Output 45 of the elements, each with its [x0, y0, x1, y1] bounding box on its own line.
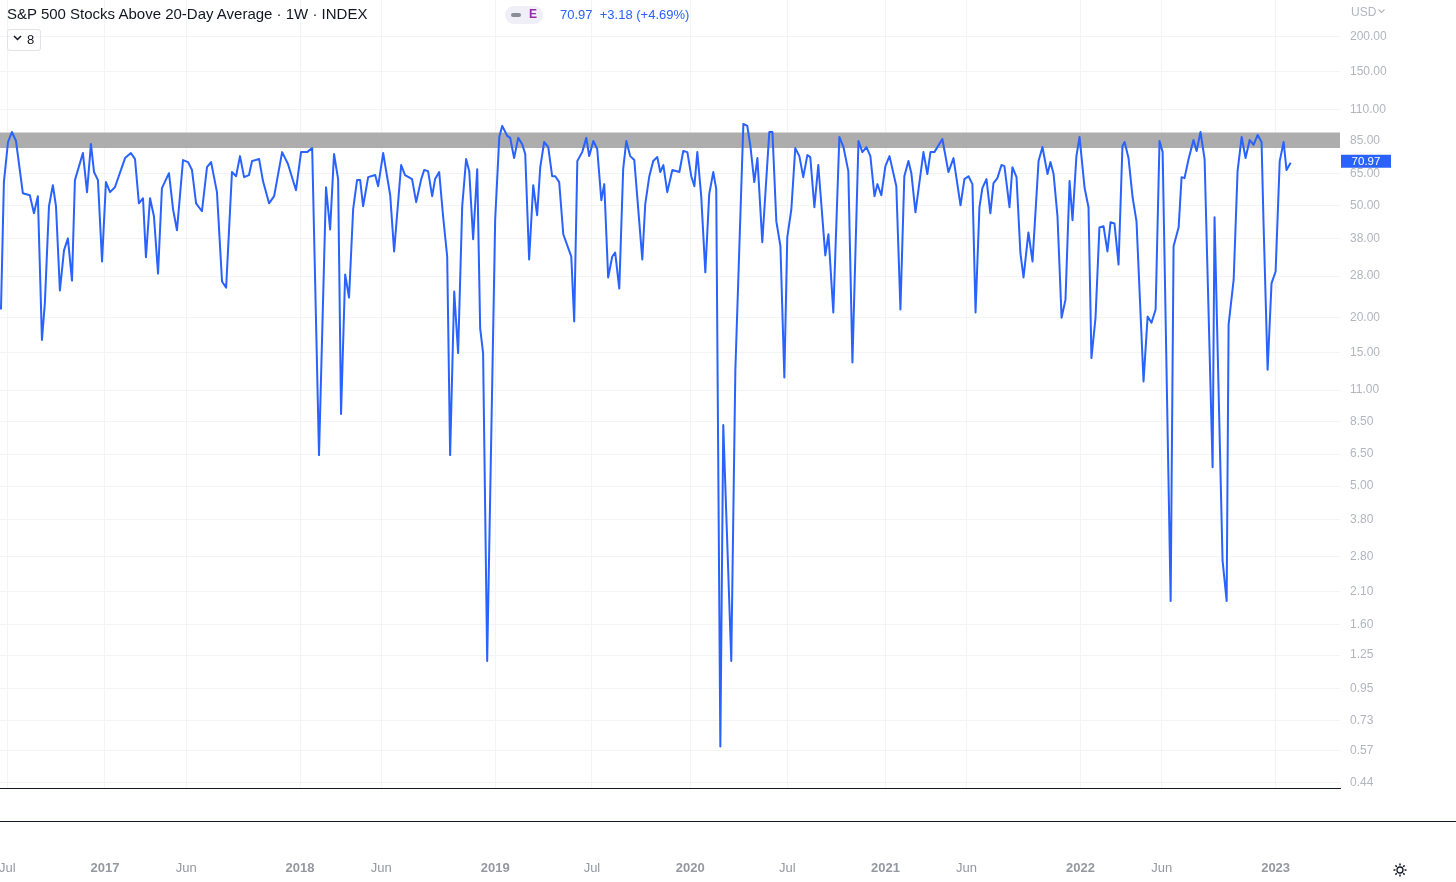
- y-tick-label: 0.57: [1350, 743, 1374, 758]
- y-tick-label: 0.44: [1350, 774, 1374, 789]
- text: 70.97: [1351, 155, 1381, 168]
- x-tick-label: 2018: [285, 860, 315, 876]
- x-tick-label: Jul: [778, 860, 796, 876]
- y-tick-label: 1.60: [1350, 617, 1374, 632]
- y-tick-label: 150.00: [1350, 63, 1388, 78]
- dropdown: 8: [7, 29, 41, 51]
- y-tick-label: 200.00: [1350, 28, 1388, 43]
- y-axis-title: USD: [1351, 5, 1377, 19]
- x-tick-label: 2020: [675, 860, 705, 876]
- x-tick-label: Jul: [583, 860, 601, 876]
- y-tick-label: 6.50: [1350, 446, 1374, 461]
- x-tick-label: 2023: [1261, 860, 1291, 876]
- y-tick-label: 50.00: [1350, 197, 1381, 212]
- x-tick-label: Jun: [175, 860, 197, 876]
- x-tick-label: Jun: [370, 860, 392, 876]
- y-tick-label: 38.00: [1350, 231, 1381, 246]
- event-badge: E: [505, 6, 543, 24]
- text: 70.97 +3.18 (+4.69%): [560, 7, 690, 22]
- x-tick-label: Jul: [0, 860, 16, 876]
- y-tick-label: 1.25: [1350, 647, 1374, 662]
- y-tick-label: 2.80: [1350, 549, 1374, 564]
- y-tick-label: 0.95: [1350, 680, 1374, 695]
- y-tick-label: 5.00: [1350, 478, 1374, 493]
- x-tick-label: 2022: [1066, 860, 1095, 876]
- y-tick-label: 2.10: [1350, 584, 1374, 599]
- chart-title: S&P 500 Stocks Above 20-Day Average · 1W · INDEX: [7, 5, 368, 22]
- x-tick-label: 2021: [870, 860, 900, 876]
- y-tick-label: 3.80: [1350, 511, 1374, 526]
- y-tick-label: 110.00: [1350, 101, 1387, 116]
- x-tick-label: Jun: [956, 860, 978, 876]
- y-tick-label: 28.00: [1350, 268, 1381, 283]
- y-tick-label: 20.00: [1350, 309, 1381, 324]
- x-tick-label: Jun: [1151, 860, 1173, 876]
- x-tick-label: 2017: [90, 860, 120, 876]
- x-tick-label: 2019: [480, 860, 510, 876]
- y-tick-label: 15.00: [1350, 344, 1381, 359]
- y-tick-label: 8.50: [1350, 413, 1374, 428]
- annotation: 8: [27, 32, 35, 47]
- y-tick-label: 85.00: [1350, 133, 1381, 148]
- y-tick-label: 65.00: [1350, 165, 1381, 180]
- annotation: E: [529, 7, 538, 21]
- y-tick-label: 0.73: [1350, 712, 1374, 727]
- y-tick-label: 11.00: [1350, 382, 1380, 397]
